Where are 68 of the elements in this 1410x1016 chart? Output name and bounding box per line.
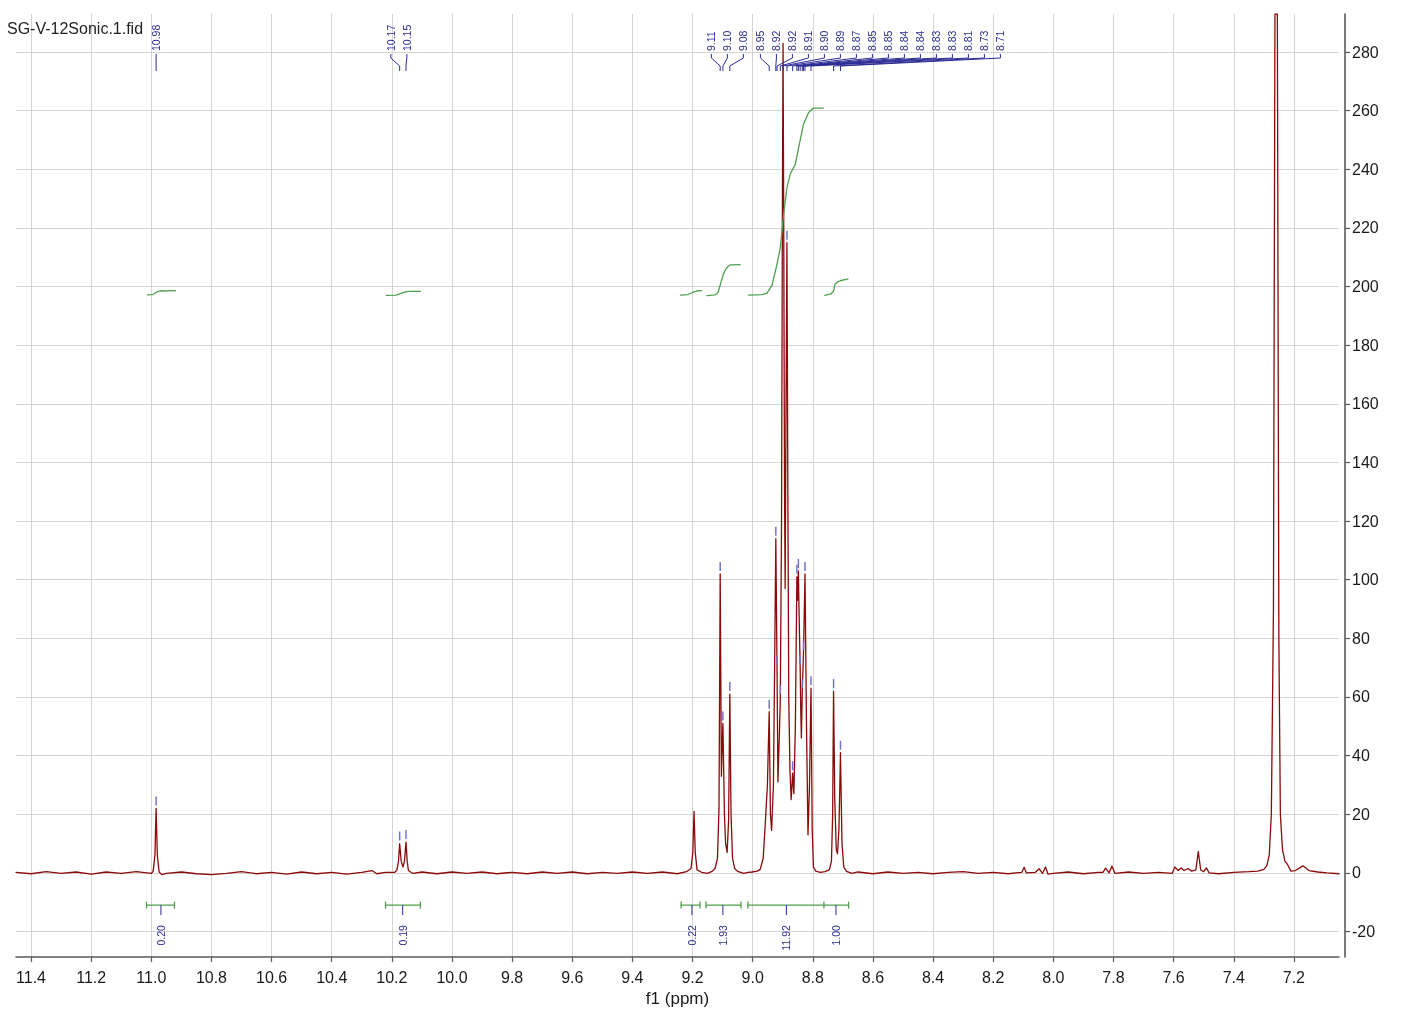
y-tick-label: -20 <box>1352 923 1376 940</box>
x-tick-label: 7.2 <box>1282 968 1306 986</box>
x-tick-label: 9.2 <box>681 968 704 986</box>
y-tick-label: 0 <box>1352 864 1361 882</box>
y-tick-label: 280 <box>1352 43 1379 61</box>
x-tick-label: 7.8 <box>1102 968 1125 986</box>
y-tick-label: 200 <box>1352 278 1379 296</box>
x-tick-label: 10.4 <box>316 968 348 986</box>
x-tick-label: 8.6 <box>861 968 885 986</box>
annotation: 0.19 <box>396 924 409 946</box>
y-tick-label: 140 <box>1352 453 1379 471</box>
x-tick-label: 9.6 <box>561 968 584 986</box>
annotation: 8.83 <box>930 30 943 51</box>
x-tick-label: 7.6 <box>1162 968 1185 986</box>
annotation: 8.85 <box>866 30 879 51</box>
x-tick-label: 11.0 <box>136 968 167 986</box>
y-tick-label: 220 <box>1352 219 1379 237</box>
x-tick-label: 8.8 <box>801 968 825 986</box>
annotation: 9.11 <box>705 31 718 51</box>
x-tick-label: 10.6 <box>256 968 288 986</box>
y-tick-label: 40 <box>1352 747 1370 765</box>
x-tick-label: 8.2 <box>982 968 1005 986</box>
y-tick-label: 160 <box>1352 395 1379 413</box>
x-tick-label: 8.0 <box>1042 968 1065 986</box>
x-tick-label: 8.4 <box>921 968 945 986</box>
annotation: 8.87 <box>850 30 863 51</box>
x-tick-label: 10.0 <box>436 968 468 986</box>
annotation: 8.95 <box>754 30 767 51</box>
annotation: 10.17 <box>384 24 397 51</box>
x-tick-label: 11.2 <box>76 968 107 986</box>
y-tick-label: 240 <box>1352 160 1379 178</box>
chart-title: SG-V-12Sonic.1.fid <box>7 19 144 37</box>
annotation: 10.15 <box>400 24 413 51</box>
y-tick-label: 120 <box>1352 512 1379 530</box>
annotation: 8.85 <box>882 30 895 51</box>
x-tick-label: 7.4 <box>1222 968 1245 986</box>
annotation: 8.92 <box>770 30 783 51</box>
annotation: 8.71 <box>994 30 1007 51</box>
annotation: 1.93 <box>716 924 729 946</box>
y-tick-label: 80 <box>1352 629 1370 647</box>
y-tick-label: 100 <box>1352 571 1379 589</box>
annotation: 8.90 <box>818 30 831 51</box>
x-axis-title: f1 (ppm) <box>645 988 710 1008</box>
annotation: 8.84 <box>914 30 927 51</box>
x-tick-label: 9.0 <box>741 968 764 986</box>
annotation: 8.84 <box>898 30 911 51</box>
x-tick-label: 10.8 <box>195 968 228 986</box>
annotation: 9.08 <box>737 30 750 51</box>
annotation: 1.00 <box>830 924 842 946</box>
y-tick-label: 60 <box>1352 688 1370 706</box>
y-tick-label: 180 <box>1352 336 1379 354</box>
y-tick-label: 20 <box>1352 805 1370 823</box>
annotation: 8.91 <box>802 30 815 51</box>
x-tick-label: 9.4 <box>621 968 644 986</box>
annotation: 8.81 <box>962 30 975 51</box>
annotation: 9.10 <box>721 30 734 51</box>
annotation: 8.89 <box>834 30 847 51</box>
annotation: 10.98 <box>150 24 163 51</box>
x-tick-label: 9.8 <box>501 968 524 986</box>
annotation: 0.20 <box>154 924 167 946</box>
annotation: 8.73 <box>978 30 991 51</box>
annotation: 11.92 <box>780 924 793 951</box>
annotation: 8.92 <box>786 30 799 51</box>
annotation: 0.22 <box>685 924 698 946</box>
y-tick-label: 260 <box>1352 102 1379 120</box>
annotation: 8.83 <box>946 30 959 51</box>
x-tick-label: 11.4 <box>16 968 47 986</box>
x-tick-label: 10.2 <box>376 968 408 986</box>
